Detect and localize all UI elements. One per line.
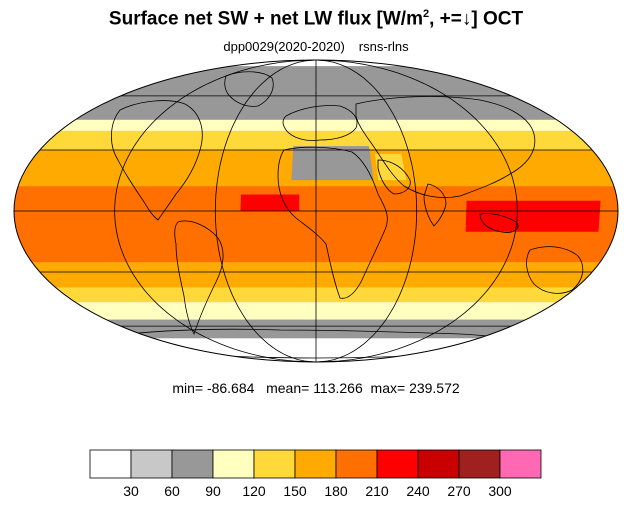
- colorbar-label: 240: [406, 483, 430, 499]
- max-value: 239.572: [409, 380, 460, 396]
- map-outline: [13, 59, 619, 363]
- arabia-coast: [377, 159, 411, 195]
- mean-label: mean=: [266, 380, 310, 396]
- colorbar-label: 210: [365, 483, 389, 499]
- field-statistics: min= -86.684 mean= 113.266 max= 239.572: [0, 380, 632, 396]
- colorbar-box-5: [294, 449, 337, 479]
- colorbar-label: 270: [447, 483, 471, 499]
- colorbar-box-2: [171, 449, 214, 479]
- colorbar-box-3: [212, 449, 255, 479]
- colorbar-label: 60: [164, 483, 180, 499]
- colorbar-label: 150: [283, 483, 307, 499]
- warm-pool-patch: [465, 200, 601, 232]
- graticule: [14, 59, 618, 363]
- max-label: max=: [370, 380, 406, 396]
- colorbar-box-8: [417, 449, 460, 479]
- map-subtitle: dpp0029(2020-2020) rsns-rlns: [0, 39, 632, 54]
- colorbar-label: 30: [123, 483, 139, 499]
- colorbar-box-10: [499, 449, 542, 479]
- mean-value: 113.266: [313, 380, 363, 396]
- colorbar-label: 300: [488, 483, 512, 499]
- asia-coast: [355, 96, 536, 198]
- coastlines: [109, 71, 584, 359]
- europe-coast: [282, 105, 358, 141]
- min-value: -86.684: [206, 380, 255, 396]
- colorbar-box-4: [253, 449, 296, 479]
- colorbar-box-0: [89, 449, 132, 479]
- colorbar-label: 90: [205, 483, 221, 499]
- colorbar-box-7: [376, 449, 419, 479]
- colorbar-label: 180: [324, 483, 348, 499]
- south-america-coast: [174, 220, 224, 336]
- sahara-patch: [291, 146, 374, 181]
- variable-label: rsns-rlns: [358, 39, 409, 54]
- min-label: min=: [172, 380, 204, 396]
- mollweide-map: [13, 59, 619, 363]
- africa-coast: [277, 146, 388, 299]
- greenland-coast: [224, 71, 274, 107]
- india-coast: [423, 183, 447, 227]
- colorbar-box-1: [130, 449, 173, 479]
- colorbar-label: 120: [242, 483, 266, 499]
- map-title: Surface net SW + net LW flux [W/m2, +=↓]…: [108, 8, 524, 30]
- itcz-atlantic-patch: [240, 194, 300, 211]
- experiment-label: dpp0029(2020-2020): [223, 39, 345, 54]
- colorbar-box-9: [458, 449, 501, 479]
- north-america-coast: [111, 100, 203, 221]
- colorbar-box-6: [335, 449, 378, 479]
- australia-coast: [526, 246, 584, 294]
